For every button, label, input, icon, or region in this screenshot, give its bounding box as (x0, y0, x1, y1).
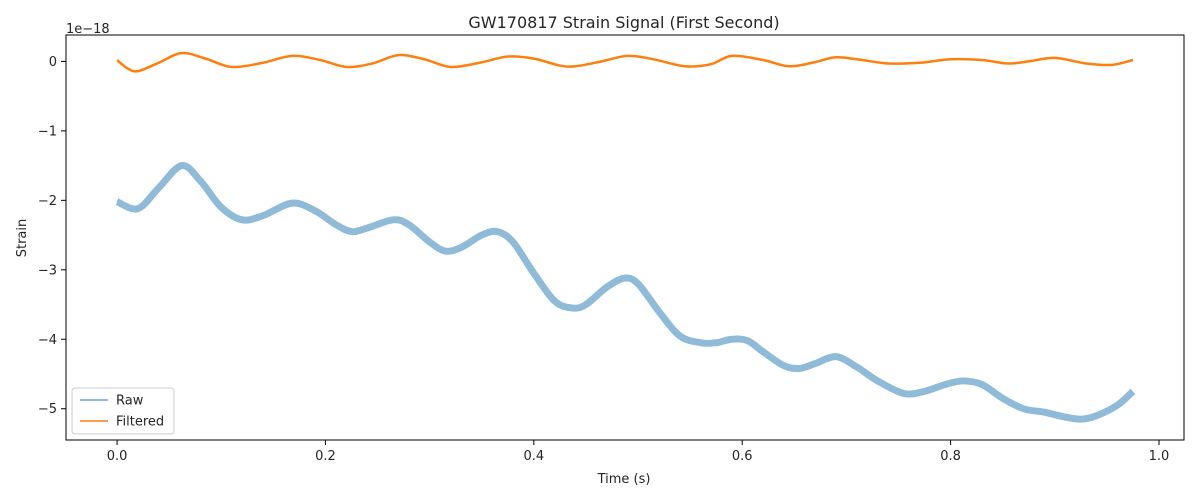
x-tick-label: 1.0 (1149, 449, 1170, 464)
plot-frame (65, 34, 1185, 441)
y-tick-label: −3 (38, 263, 57, 278)
x-tick-label: 0.2 (315, 449, 336, 464)
x-tick-label: 0.8 (940, 449, 961, 464)
series-line-filtered (116, 51, 1134, 73)
x-tick-label: 0.4 (523, 449, 544, 464)
series-line-raw (115, 162, 1136, 423)
y-tick-label: 0 (49, 55, 57, 70)
x-axis-label: Time (s) (597, 472, 651, 487)
legend: Raw Filtered (71, 387, 175, 435)
x-tick-label: 0.0 (107, 449, 128, 464)
y-tick-label: −1 (38, 124, 57, 139)
y-tick-label: −5 (38, 402, 57, 417)
y-offset-label: 1e−18 (66, 22, 110, 37)
legend-label-raw: Raw (116, 394, 144, 409)
x-tick-label: 0.6 (732, 449, 753, 464)
y-axis-ticks: 0 −1 −2 −3 −4 −5 (38, 55, 66, 417)
y-tick-label: −4 (38, 333, 57, 348)
legend-label-filtered: Filtered (116, 415, 164, 430)
y-axis-label: Strain (15, 219, 30, 258)
y-tick-label: −2 (38, 194, 57, 209)
x-axis-ticks: 0.0 0.2 0.4 0.6 0.8 1.0 (107, 440, 1170, 464)
chart-title: GW170817 Strain Signal (First Second) (468, 13, 779, 32)
series-layer (115, 51, 1136, 423)
